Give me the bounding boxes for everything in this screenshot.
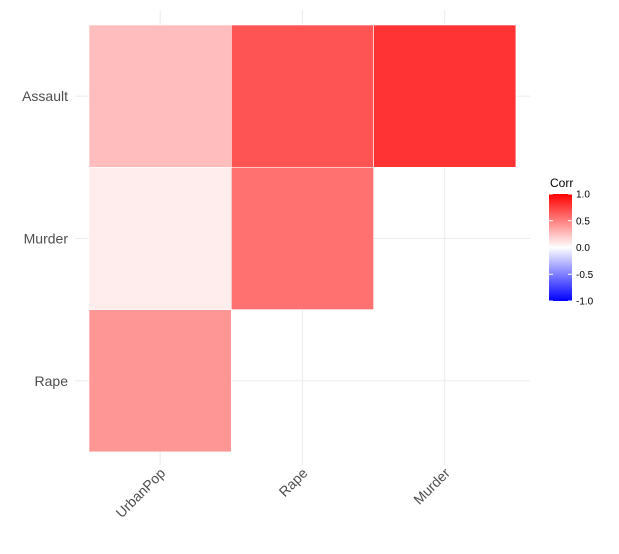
x-axis-labels: UrbanPop Rape Murder [112, 465, 453, 521]
x-tick-label-rape: Rape [276, 465, 311, 500]
heatmap-cells [88, 24, 517, 453]
legend-tick-label: 1.0 [576, 190, 590, 201]
heatmap-cell-murder-rape [231, 167, 374, 310]
legend: Corr 1.0 0.5 0.0 -0.5 -1.0 [549, 176, 594, 308]
heatmap-cell-assault-murder [373, 24, 517, 168]
legend-colorbar [549, 194, 572, 301]
y-tick-label-assault: Assault [22, 88, 68, 104]
legend-tick-label: 0.0 [576, 243, 590, 254]
legend-title: Corr [550, 176, 573, 190]
y-tick-label-murder: Murder [24, 230, 69, 246]
legend-ticks: 1.0 0.5 0.0 -0.5 -1.0 [549, 190, 594, 308]
x-tick-label-urbanpop: UrbanPop [112, 465, 168, 521]
heatmap-cell-assault-rape [231, 24, 374, 168]
y-axis-labels: Assault Murder Rape [22, 88, 68, 389]
heatmap-cell-murder-urbanpop [88, 167, 232, 310]
legend-tick-label: -0.5 [576, 270, 594, 281]
heatmap-cell-rape-urbanpop [88, 309, 232, 453]
legend-tick-label: 0.5 [576, 216, 590, 227]
heatmap-cell-assault-urbanpop [88, 24, 232, 168]
x-tick-label-murder: Murder [410, 465, 453, 508]
y-tick-label-rape: Rape [35, 373, 69, 389]
legend-tick-label: -1.0 [576, 297, 594, 308]
